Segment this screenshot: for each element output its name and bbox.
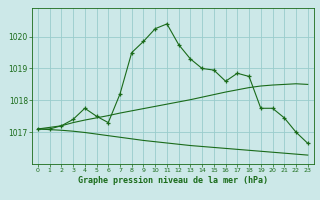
X-axis label: Graphe pression niveau de la mer (hPa): Graphe pression niveau de la mer (hPa) (78, 176, 268, 185)
